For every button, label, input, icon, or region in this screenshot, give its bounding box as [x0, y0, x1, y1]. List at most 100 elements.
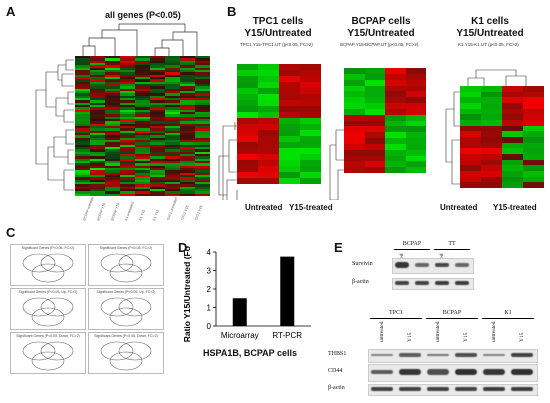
bar	[232, 298, 247, 326]
blot-band	[455, 281, 469, 285]
heatmap-cell	[165, 193, 180, 196]
heatmap-cell	[90, 174, 105, 178]
heatmap-cell	[180, 135, 195, 138]
panel-b-map2-caption: BCPAP.Y15-BCPAP.UT (p<0.05, FC>2)	[340, 42, 419, 47]
heatmap-cell	[195, 193, 210, 196]
heatmap-cell	[385, 68, 406, 74]
heatmap-cell	[279, 100, 300, 106]
blot-band	[483, 354, 505, 356]
x-tick-label: Microarray	[221, 331, 259, 340]
heatmap-cell	[180, 146, 195, 150]
heatmap-cell	[195, 67, 210, 70]
heatmap-cell	[258, 88, 279, 94]
heatmap-cell	[165, 142, 180, 145]
heatmap-cell	[135, 156, 150, 159]
venn-set-ellipse	[109, 307, 143, 327]
heatmap-cell	[460, 86, 481, 92]
heatmap-cell	[180, 158, 195, 161]
heatmap-cell	[150, 67, 165, 70]
heatmap-cell	[150, 90, 165, 94]
blot-row-label: β-actin	[352, 279, 369, 285]
heatmap-cell	[105, 158, 120, 161]
heatmap-cell	[364, 97, 385, 103]
heatmap-cell	[460, 97, 481, 103]
heatmap-cell	[135, 58, 150, 61]
heatmap-cell	[120, 130, 135, 133]
heatmap-cell	[90, 58, 105, 61]
heatmap-cell	[165, 65, 180, 68]
heatmap-cell	[180, 139, 195, 143]
venn-set-ellipse	[109, 351, 143, 371]
heatmap-cell	[165, 191, 180, 194]
heatmap-cell	[75, 128, 90, 131]
heatmap-cell	[120, 174, 135, 178]
heatmap-cell	[195, 156, 210, 159]
venn-circles	[22, 253, 74, 283]
heatmap-cell	[75, 62, 90, 66]
heatmap-cell	[195, 69, 210, 73]
heatmap-cell	[75, 156, 90, 159]
heatmap-cell	[165, 95, 180, 98]
heatmap-cell	[523, 102, 544, 109]
heatmap-cell	[258, 94, 279, 100]
blot-band	[371, 387, 393, 391]
heatmap-cell	[75, 165, 90, 168]
heatmap-cell	[90, 191, 105, 194]
heatmap-cell	[279, 148, 300, 154]
blot-band	[399, 387, 421, 391]
heatmap-cell	[258, 76, 279, 82]
heatmap-cell	[385, 103, 406, 109]
heatmap-cell	[165, 179, 180, 182]
heatmap-cell	[75, 58, 90, 61]
heatmap-cell	[75, 184, 90, 187]
venn-box-title: Significant Genes (P<0.05, Down, FC>2)	[16, 334, 80, 338]
heatmap-cell	[165, 74, 180, 77]
heatmap-cell	[364, 138, 385, 144]
panel-b-map3-title2: Y15/Untreated	[456, 28, 524, 39]
heatmap-cell	[75, 186, 90, 189]
blot-group-label: BCPAP	[442, 310, 462, 316]
heatmap-cell	[105, 65, 120, 68]
heatmap-cell	[481, 97, 502, 103]
heatmap-cell	[405, 167, 426, 173]
heatmap-cell	[150, 58, 165, 61]
heatmap-cell	[364, 108, 385, 115]
heatmap-cell	[258, 148, 279, 154]
heatmap-cell	[90, 95, 105, 98]
heatmap-cell	[105, 174, 120, 178]
heatmap-cell	[75, 153, 90, 157]
blot-strip	[392, 258, 474, 274]
heatmap-cell	[300, 124, 321, 130]
heatmap-cell	[344, 138, 365, 144]
heatmap-cell	[180, 121, 195, 124]
heatmap-cell	[300, 172, 321, 178]
heatmap-cell	[75, 172, 90, 175]
heatmap-cell	[165, 100, 180, 103]
heatmap-cell	[523, 91, 544, 98]
heatmap-cell	[135, 95, 150, 98]
heatmap-cell	[300, 148, 321, 154]
heatmap-cell	[90, 153, 105, 157]
heatmap-cell	[180, 188, 195, 192]
heatmap-cell	[120, 109, 135, 112]
heatmap-cell	[165, 104, 180, 108]
heatmap-cell	[195, 170, 210, 173]
heatmap-cell	[150, 107, 165, 110]
heatmap-cell	[135, 130, 150, 133]
heatmap-cell	[90, 67, 105, 70]
blot-row-label: β-actin	[328, 385, 345, 391]
heatmap-cell	[75, 132, 90, 136]
heatmap-cell	[195, 93, 210, 96]
heatmap-cell	[150, 179, 165, 182]
heatmap-cell	[135, 179, 150, 182]
heatmap-cell	[135, 104, 150, 108]
panel-b-map1-title1: TPC1 cells	[252, 16, 304, 27]
heatmap-cell	[135, 149, 150, 152]
heatmap-cell	[135, 139, 150, 143]
svg-text:TPC1 untreated: TPC1 untreated	[166, 197, 178, 221]
heatmap-cell	[75, 114, 90, 117]
heatmap-cell	[135, 125, 150, 129]
heatmap-cell	[150, 191, 165, 194]
heatmap-cell	[105, 72, 120, 75]
heatmap-cell	[165, 86, 180, 89]
